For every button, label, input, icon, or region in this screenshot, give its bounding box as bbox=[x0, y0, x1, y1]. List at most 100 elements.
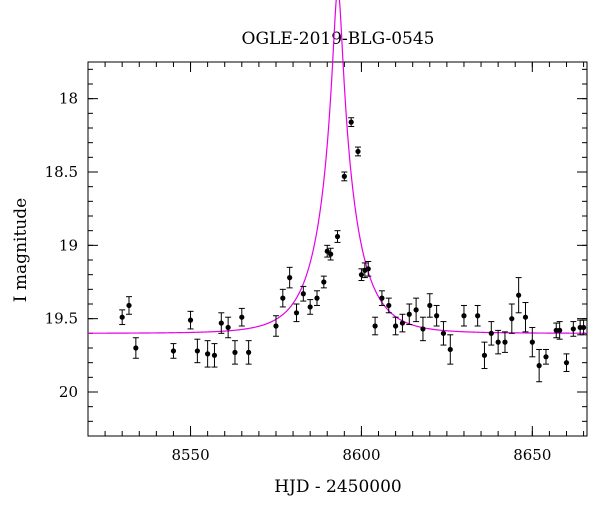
point-marker bbox=[119, 314, 125, 320]
point-marker bbox=[358, 272, 365, 278]
point-marker bbox=[307, 304, 313, 310]
point-marker bbox=[488, 330, 494, 336]
point-marker bbox=[481, 352, 488, 358]
point-marker bbox=[413, 307, 419, 313]
data-point bbox=[355, 146, 362, 157]
data-point bbox=[279, 288, 286, 308]
y-tick-label: 20 bbox=[59, 383, 78, 401]
point-marker bbox=[211, 352, 218, 358]
data-point bbox=[126, 296, 133, 315]
x-tick-labels: 8550 8600 8650 bbox=[171, 446, 551, 464]
point-marker bbox=[502, 339, 508, 345]
point-marker bbox=[495, 339, 501, 345]
data-point bbox=[204, 340, 211, 368]
point-marker bbox=[293, 310, 300, 316]
model-layer bbox=[88, 0, 587, 334]
data-point bbox=[272, 315, 279, 337]
data-point bbox=[570, 321, 577, 337]
data-point bbox=[372, 316, 379, 336]
point-marker bbox=[225, 324, 231, 331]
point-marker bbox=[516, 292, 522, 298]
y-tick-label: 19.5 bbox=[45, 310, 78, 328]
data-point bbox=[286, 266, 293, 289]
data-point bbox=[392, 316, 399, 336]
data-point bbox=[580, 319, 587, 336]
data-point bbox=[536, 348, 543, 383]
data-point bbox=[307, 299, 314, 315]
data-point bbox=[460, 304, 467, 327]
minor-ticks bbox=[87, 62, 587, 437]
x-tick-label: 8650 bbox=[513, 446, 551, 464]
point-marker bbox=[570, 326, 576, 332]
point-marker bbox=[365, 266, 371, 272]
data-point bbox=[327, 247, 334, 261]
data-point bbox=[556, 321, 563, 340]
point-marker bbox=[300, 291, 306, 297]
point-marker bbox=[399, 320, 406, 326]
point-marker bbox=[328, 251, 334, 257]
data-point bbox=[406, 303, 413, 326]
point-marker bbox=[126, 302, 132, 309]
point-marker bbox=[386, 302, 392, 309]
data-point bbox=[170, 343, 177, 359]
data-point bbox=[132, 337, 139, 359]
data-point bbox=[300, 285, 307, 302]
point-marker bbox=[434, 313, 440, 319]
point-marker bbox=[246, 349, 252, 355]
chart-title: OGLE-2019-BLG-0545 bbox=[242, 29, 435, 49]
data-point bbox=[334, 230, 341, 243]
data-point bbox=[211, 343, 218, 368]
data-point bbox=[542, 348, 549, 365]
data-point bbox=[515, 277, 522, 314]
data-point bbox=[440, 321, 447, 346]
point-marker bbox=[379, 295, 385, 301]
point-marker bbox=[324, 248, 330, 254]
y-tick-label: 18.5 bbox=[45, 163, 78, 181]
point-marker bbox=[509, 316, 515, 322]
point-marker bbox=[529, 339, 535, 345]
point-marker bbox=[133, 345, 139, 351]
data-point bbox=[238, 307, 245, 327]
point-marker bbox=[522, 314, 529, 320]
data-point bbox=[508, 303, 515, 334]
y-tick-label: 19 bbox=[59, 236, 78, 254]
data-point bbox=[365, 260, 372, 277]
point-marker bbox=[334, 233, 341, 240]
point-marker bbox=[348, 119, 354, 125]
data-point bbox=[419, 316, 426, 342]
point-marker bbox=[563, 360, 570, 366]
data-point bbox=[399, 313, 406, 333]
data-point bbox=[231, 340, 238, 365]
data-point bbox=[324, 244, 331, 258]
point-marker bbox=[232, 349, 238, 355]
data-point bbox=[413, 297, 420, 323]
data-point bbox=[341, 171, 348, 182]
data-point bbox=[481, 341, 488, 370]
point-marker bbox=[239, 314, 245, 320]
model-curve bbox=[88, 0, 587, 334]
point-marker bbox=[280, 295, 286, 301]
x-tick-label: 8550 bbox=[171, 446, 209, 464]
y-tick-label: 18 bbox=[59, 90, 78, 108]
point-marker bbox=[393, 323, 399, 329]
point-marker bbox=[170, 348, 177, 354]
data-point bbox=[488, 321, 495, 346]
point-marker bbox=[475, 313, 481, 319]
y-tick-labels: 18 18.5 19 19.5 20 bbox=[45, 90, 78, 401]
data-point bbox=[218, 312, 225, 334]
data-point bbox=[529, 326, 536, 358]
data-point bbox=[187, 310, 194, 330]
point-marker bbox=[355, 148, 361, 155]
data-point bbox=[522, 302, 529, 333]
point-marker bbox=[341, 173, 347, 179]
point-marker bbox=[372, 323, 378, 329]
point-marker bbox=[440, 330, 447, 336]
y-axis-label: I magnitude bbox=[11, 198, 31, 302]
point-marker bbox=[194, 348, 200, 354]
x-tick-label: 8600 bbox=[342, 446, 380, 464]
point-marker bbox=[447, 346, 453, 353]
data-point bbox=[225, 316, 232, 339]
point-marker bbox=[205, 351, 211, 357]
data-point bbox=[348, 117, 355, 128]
